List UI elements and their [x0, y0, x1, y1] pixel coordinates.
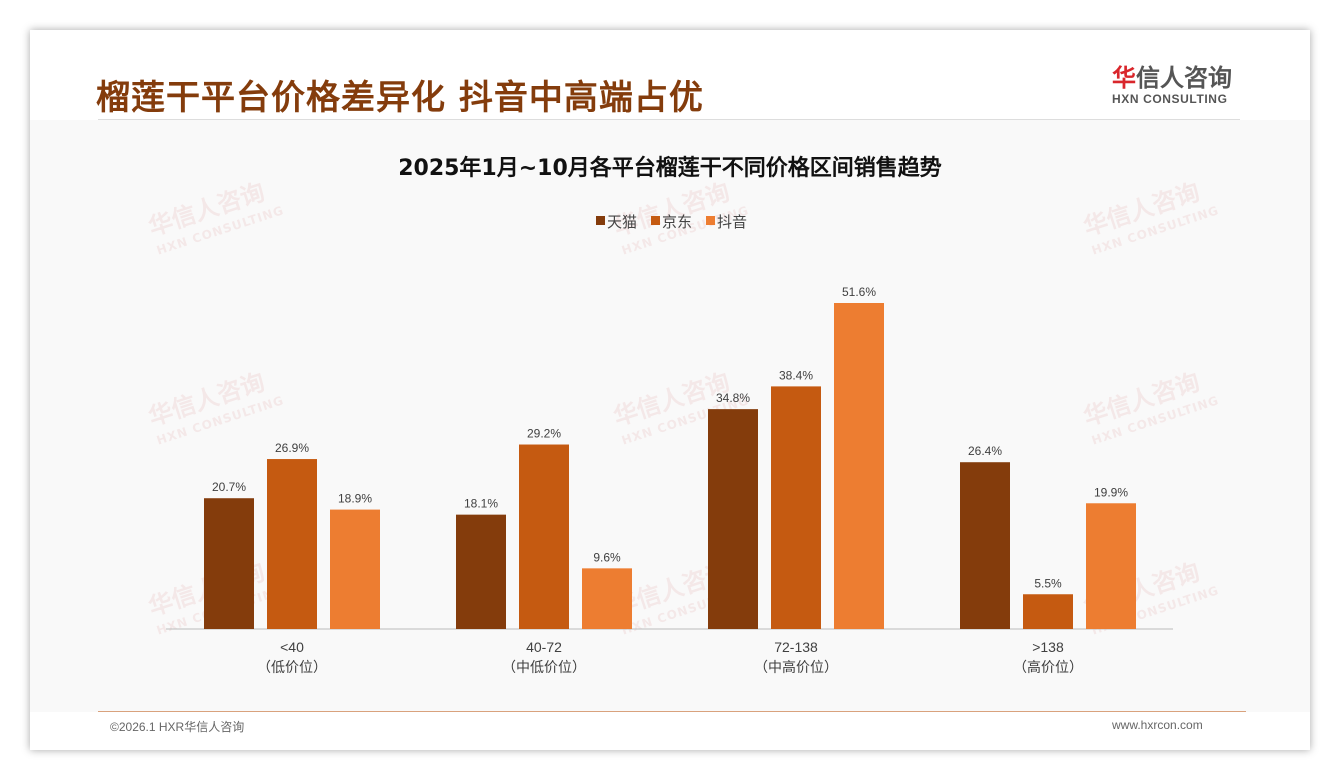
chart-title: 2025年1月~10月各平台榴莲干不同价格区间销售趋势 — [398, 155, 942, 181]
bar — [1086, 503, 1136, 629]
data-label: 51.6% — [842, 285, 876, 299]
bar — [267, 459, 317, 629]
bar — [204, 498, 254, 629]
legend-swatch — [706, 216, 715, 225]
data-label: 26.4% — [968, 444, 1002, 458]
page-title: 榴莲干平台价格差异化 抖音中高端占优 — [96, 78, 704, 118]
data-label: 18.9% — [338, 492, 372, 506]
data-label: 38.4% — [779, 368, 813, 382]
data-label: 20.7% — [212, 480, 246, 494]
x-tick-label: <40 — [280, 639, 304, 655]
bar — [771, 386, 821, 629]
x-tick-label: 40-72 — [526, 639, 562, 655]
logo-mark: 华 — [1112, 64, 1136, 92]
legend-swatch — [596, 216, 605, 225]
legend-swatch — [651, 216, 660, 225]
legend: 天猫 京东 抖音 — [596, 213, 747, 231]
bar — [519, 444, 569, 629]
legend-label: 天猫 — [607, 213, 637, 231]
footer-copyright: ©2026.1 HXR华信人咨询 — [110, 720, 245, 734]
brand-logo: 华信人咨询 HXN CONSULTING — [1112, 64, 1232, 106]
data-label: 18.1% — [464, 497, 498, 511]
bar — [456, 514, 506, 629]
x-tick-label: >138 — [1032, 639, 1064, 655]
bar — [1023, 594, 1073, 629]
bar — [708, 409, 758, 629]
x-tick-sublabel: （中低价位） — [502, 660, 586, 676]
data-label: 34.8% — [716, 391, 750, 405]
header-divider — [98, 119, 1240, 120]
logo-text-cn: 信人咨询 — [1136, 64, 1232, 92]
data-label: 29.2% — [527, 427, 561, 441]
bar — [960, 462, 1010, 629]
x-tick-sublabel: （高价位） — [1013, 659, 1083, 676]
legend-label: 抖音 — [717, 213, 747, 231]
legend-label: 京东 — [662, 213, 692, 231]
x-tick-label: 72-138 — [774, 639, 818, 655]
logo-text-en: HXN CONSULTING — [1112, 92, 1228, 106]
data-label: 5.5% — [1034, 576, 1062, 590]
x-tick-sublabel: （低价位） — [257, 660, 327, 676]
bar — [582, 568, 632, 629]
footer-website: www.hxrcon.com — [1112, 718, 1203, 732]
data-label: 26.9% — [275, 441, 309, 455]
footer-divider — [98, 711, 1246, 712]
data-label: 19.9% — [1094, 485, 1128, 499]
x-tick-sublabel: （中高价位） — [754, 659, 838, 676]
bar — [834, 303, 884, 629]
bar — [330, 509, 380, 629]
data-label: 9.6% — [593, 550, 621, 564]
